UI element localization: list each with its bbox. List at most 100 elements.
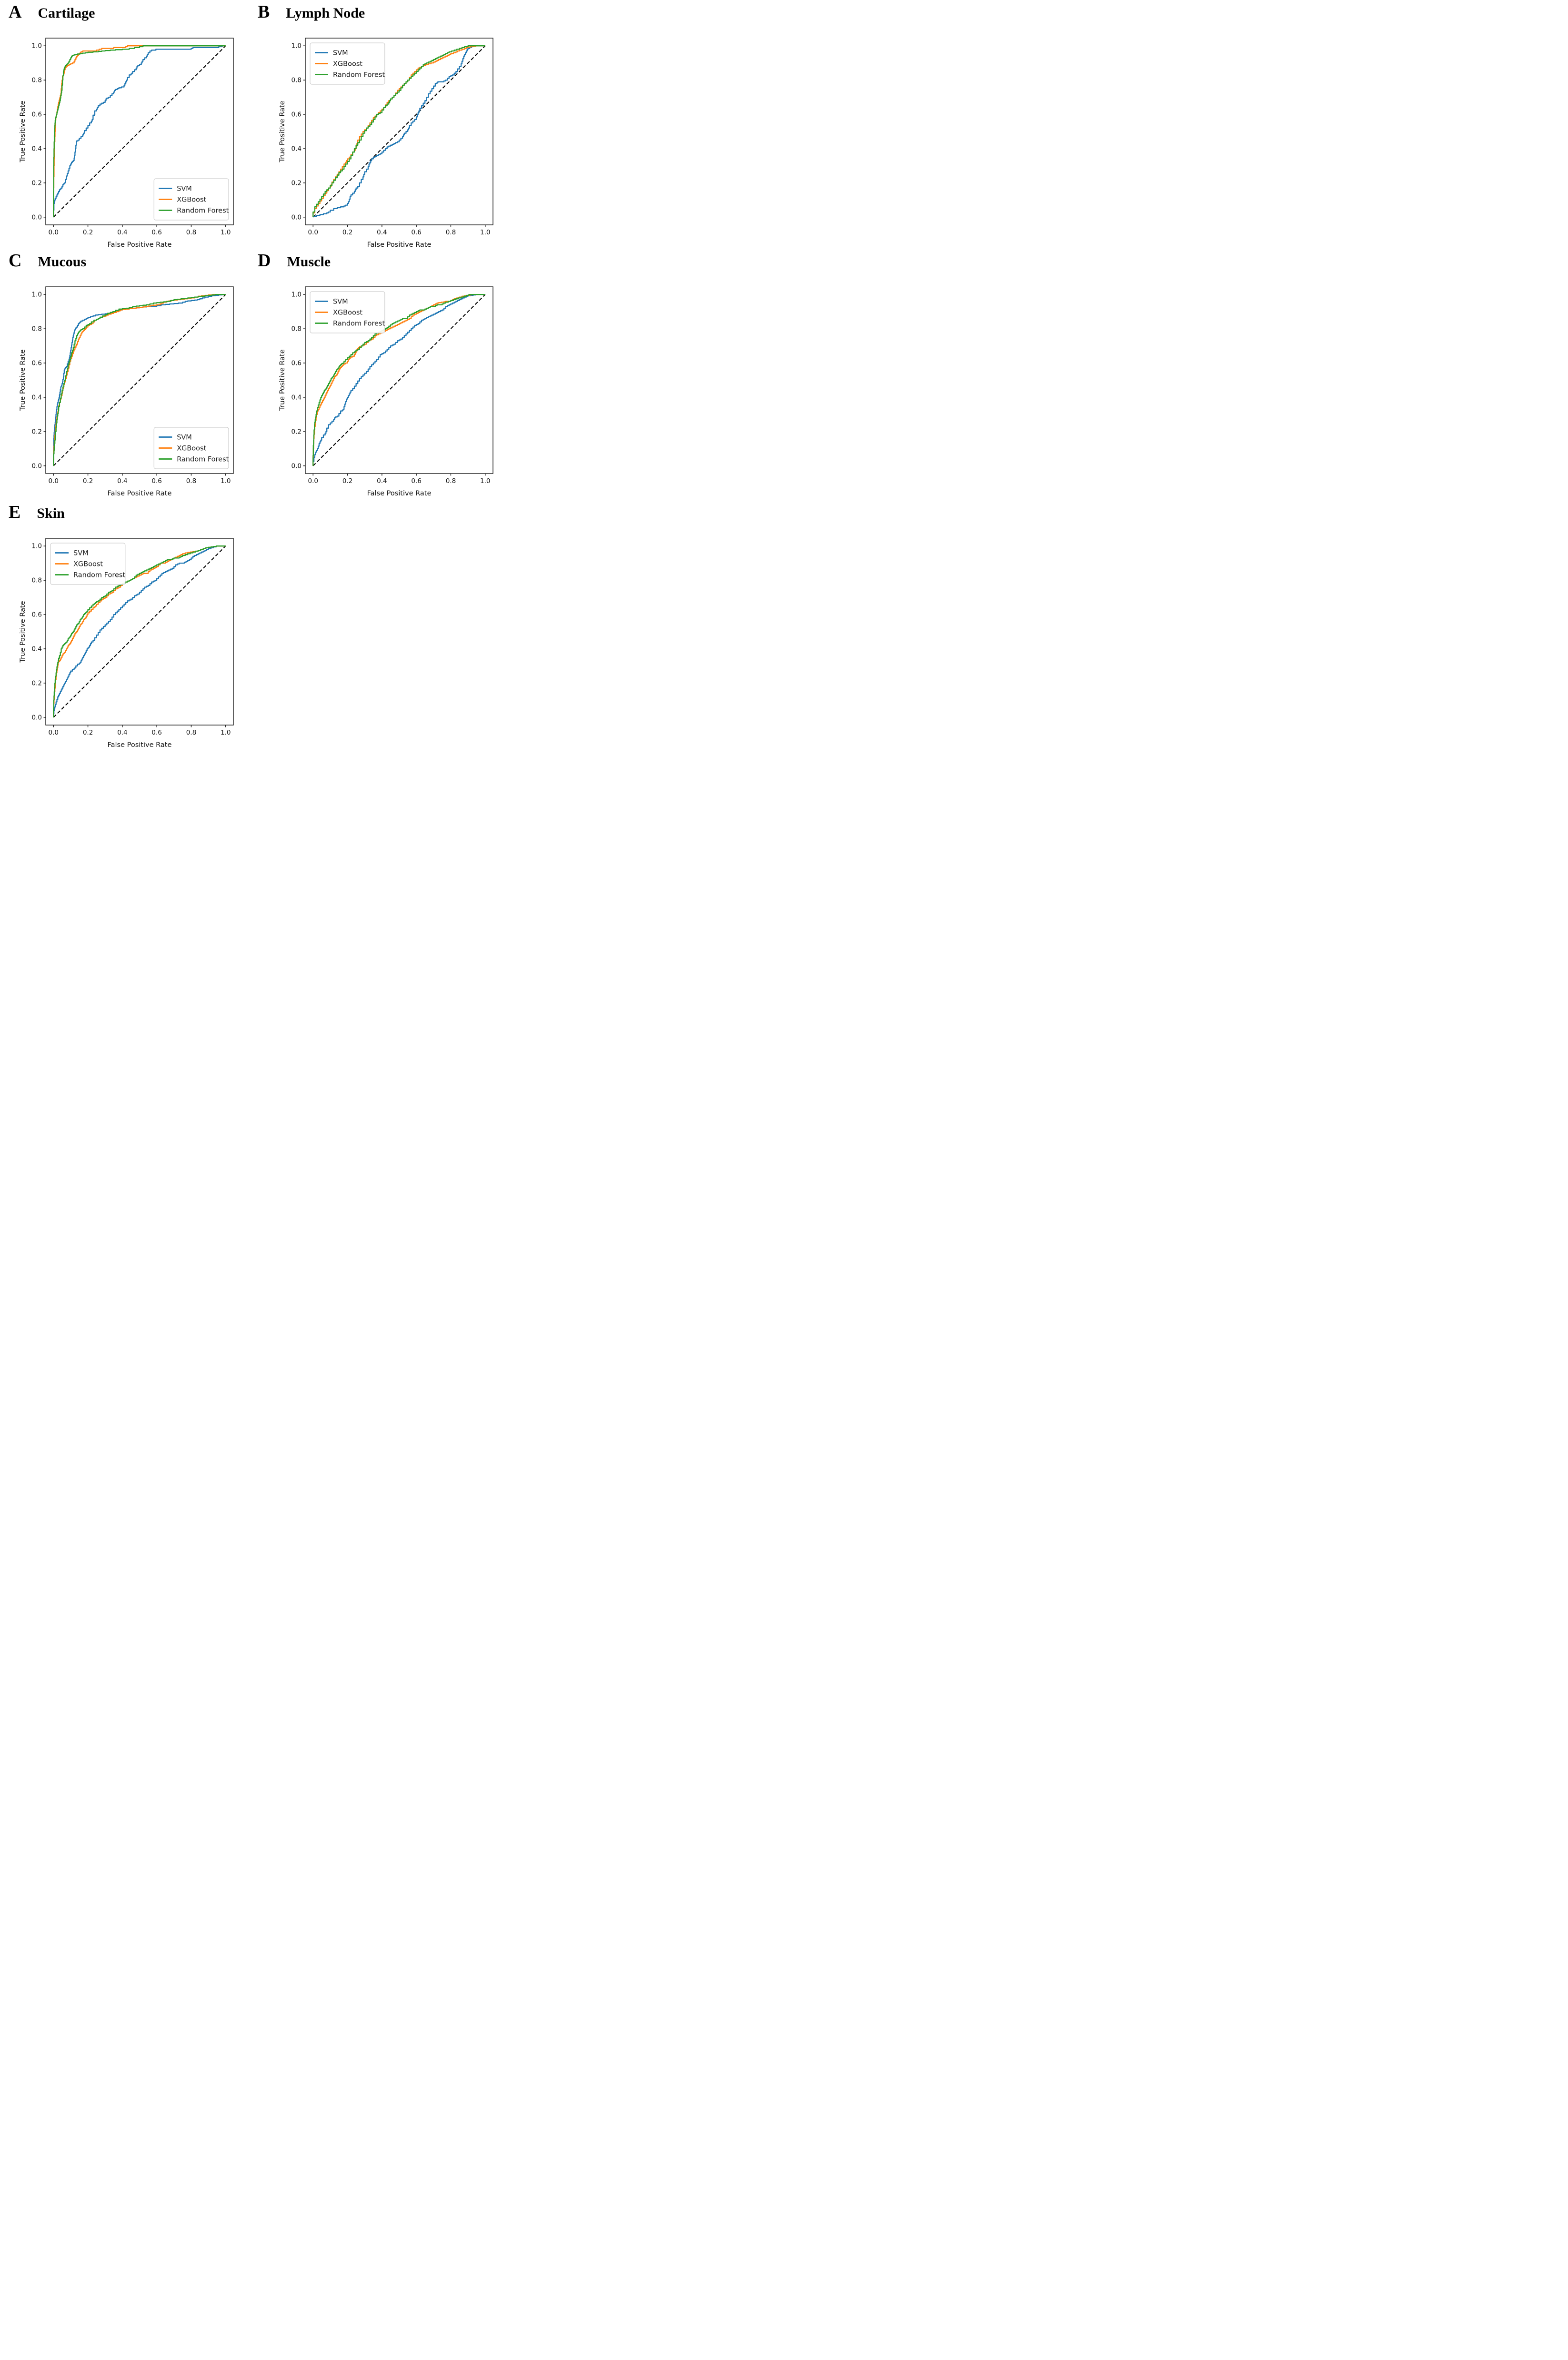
panel-title: Cartilage xyxy=(38,5,95,21)
panel-letter: B xyxy=(258,2,270,22)
legend-label-random-forest: Random Forest xyxy=(333,320,385,328)
y-tick-label: 1.0 xyxy=(32,42,42,50)
y-tick-label: 0.0 xyxy=(32,462,42,470)
roc-plot-D: 0.0 0.0 0.2 0.2 0.4 0.4 0.6 0.6 0.8 0.8 1.0 1.0 Fals… xyxy=(279,286,493,497)
x-tick-label: 0.4 xyxy=(117,229,127,236)
x-tick-label: 0.4 xyxy=(117,729,127,736)
x-tick-label: 0.0 xyxy=(308,477,318,485)
y-tick-label: 1.0 xyxy=(291,291,302,299)
y-tick-label: 0.2 xyxy=(32,179,42,187)
legend-label-xgboost: XGBoost xyxy=(73,561,103,568)
y-tick-label: 0.4 xyxy=(32,645,42,653)
axes-box xyxy=(45,38,234,225)
roc-line-xgboost xyxy=(312,45,485,217)
y-tick-label: 0.6 xyxy=(291,360,302,367)
axes-box xyxy=(45,538,234,726)
x-tick-label: 0.4 xyxy=(377,229,387,236)
legend-label-svm: SVM xyxy=(177,434,192,442)
roc-chart-mucous: 0.0 0.0 0.2 0.2 0.4 0.4 0.6 0.6 0.8 0.8 1.0 1.0 Fals… xyxy=(15,280,239,500)
panel-title: Mucous xyxy=(38,254,87,270)
roc-line-random-forest xyxy=(53,294,226,466)
roc-plot-A: 0.0 0.0 0.2 0.2 0.4 0.4 0.6 0.6 0.8 0.8 1.0 1.0 Fals… xyxy=(19,38,234,249)
y-tick-label: 1.0 xyxy=(291,42,302,50)
roc-line-svm xyxy=(53,545,226,717)
x-tick-label: 1.0 xyxy=(480,229,490,236)
y-tick-label: 0.8 xyxy=(291,77,302,84)
y-tick-label: 0.8 xyxy=(32,325,42,333)
roc-line-random-forest xyxy=(312,294,485,466)
chance-diagonal xyxy=(312,294,486,466)
x-tick-label: 0.6 xyxy=(151,229,161,236)
y-tick-label: 0.0 xyxy=(32,714,42,721)
x-tick-label: 0.2 xyxy=(83,729,93,736)
chance-diagonal xyxy=(53,294,226,466)
panel-cartilage: A Cartilage 0.0 0.0 0.2 0.2 0.4 0.4 0.6 0.6 0.8 0… xyxy=(5,3,249,252)
roc-plot-E: 0.0 0.0 0.2 0.2 0.4 0.4 0.6 0.6 0.8 0.8 1.0 1.0 Fals… xyxy=(19,538,234,749)
x-tick-label: 0.2 xyxy=(83,229,93,236)
x-tick-label: 0.8 xyxy=(186,229,196,236)
chance-diagonal xyxy=(53,45,226,218)
panel-header: D Muscle xyxy=(254,252,498,270)
y-tick-label: 0.2 xyxy=(291,428,302,435)
y-tick-label: 0.4 xyxy=(291,145,302,152)
panel-header: E Skin xyxy=(5,503,249,521)
y-tick-label: 0.4 xyxy=(32,393,42,401)
panel-title: Skin xyxy=(37,505,65,521)
y-tick-label: 0.6 xyxy=(32,360,42,367)
x-axis-label: False Positive Rate xyxy=(108,490,172,497)
x-tick-label: 0.8 xyxy=(186,477,196,485)
legend-box xyxy=(310,42,385,85)
y-tick-label: 0.6 xyxy=(32,111,42,119)
x-tick-label: 0.6 xyxy=(411,477,421,485)
roc-line-random-forest xyxy=(53,45,226,217)
legend-label-svm: SVM xyxy=(333,298,348,306)
roc-chart-muscle: 0.0 0.0 0.2 0.2 0.4 0.4 0.6 0.6 0.8 0.8 1.0 1.0 Fals… xyxy=(275,280,498,500)
x-tick-label: 0.2 xyxy=(342,477,352,485)
legend-label-xgboost: XGBoost xyxy=(177,445,206,453)
roc-line-random-forest xyxy=(53,545,226,717)
panel-muscle: D Muscle 0.0 0.0 0.2 0.2 0.4 0.4 0.6 0.6 0.8 0.8 1… xyxy=(254,252,498,500)
panel-header: B Lymph Node xyxy=(254,3,498,21)
roc-line-xgboost xyxy=(312,294,485,466)
y-tick-label: 0.0 xyxy=(291,462,302,470)
panel-header: A Cartilage xyxy=(5,3,249,21)
panel-letter: D xyxy=(258,251,271,271)
x-tick-label: 0.2 xyxy=(83,477,93,485)
legend-label-random-forest: Random Forest xyxy=(333,71,385,79)
x-tick-label: 0.6 xyxy=(151,729,161,736)
legend-box xyxy=(153,427,229,469)
x-tick-label: 0.0 xyxy=(49,229,59,236)
panel-letter: E xyxy=(9,502,21,522)
y-axis-label: True Positive Rate xyxy=(19,349,27,411)
roc-plot-B: 0.0 0.0 0.2 0.2 0.4 0.4 0.6 0.6 0.8 0.8 1.0 1.0 Fals… xyxy=(279,38,493,249)
chance-diagonal xyxy=(312,45,486,218)
x-tick-label: 0.0 xyxy=(49,477,59,485)
panel-mucous: C Mucous 0.0 0.0 0.2 0.2 0.4 0.4 0.6 0.6 0.8 0.8 1… xyxy=(5,252,249,500)
legend-box xyxy=(310,291,385,333)
legend-label-svm: SVM xyxy=(333,50,348,57)
legend-box xyxy=(50,543,126,585)
x-tick-label: 1.0 xyxy=(480,477,490,485)
x-tick-label: 0.4 xyxy=(377,477,387,485)
y-tick-label: 0.2 xyxy=(32,679,42,687)
x-axis-label: False Positive Rate xyxy=(367,241,432,249)
axes-box xyxy=(305,286,493,474)
roc-chart-skin: 0.0 0.0 0.2 0.2 0.4 0.4 0.6 0.6 0.8 0.8 1.0 1.0 Fals… xyxy=(15,532,239,750)
legend-label-random-forest: Random Forest xyxy=(177,456,229,464)
x-tick-label: 0.2 xyxy=(342,229,352,236)
chance-diagonal xyxy=(53,545,226,718)
y-tick-label: 0.4 xyxy=(32,145,42,152)
y-tick-label: 0.8 xyxy=(291,325,302,333)
y-axis-label: True Positive Rate xyxy=(19,101,27,162)
panel-title: Muscle xyxy=(287,254,331,270)
panel-lymph-node: B Lymph Node 0.0 0.0 0.2 0.2 0.4 0.4 0.6 0.6 0.8… xyxy=(254,3,498,252)
roc-chart-lymph-node: 0.0 0.0 0.2 0.2 0.4 0.4 0.6 0.6 0.8 0.8 1.0 1.0 Fals… xyxy=(275,31,498,252)
y-tick-label: 0.4 xyxy=(291,393,302,401)
y-tick-label: 1.0 xyxy=(32,543,42,550)
y-tick-label: 0.0 xyxy=(291,213,302,221)
x-axis-label: False Positive Rate xyxy=(108,741,172,749)
roc-line-svm xyxy=(53,294,226,466)
x-axis-label: False Positive Rate xyxy=(367,490,432,497)
x-tick-label: 0.8 xyxy=(446,229,456,236)
legend-label-xgboost: XGBoost xyxy=(333,61,362,68)
